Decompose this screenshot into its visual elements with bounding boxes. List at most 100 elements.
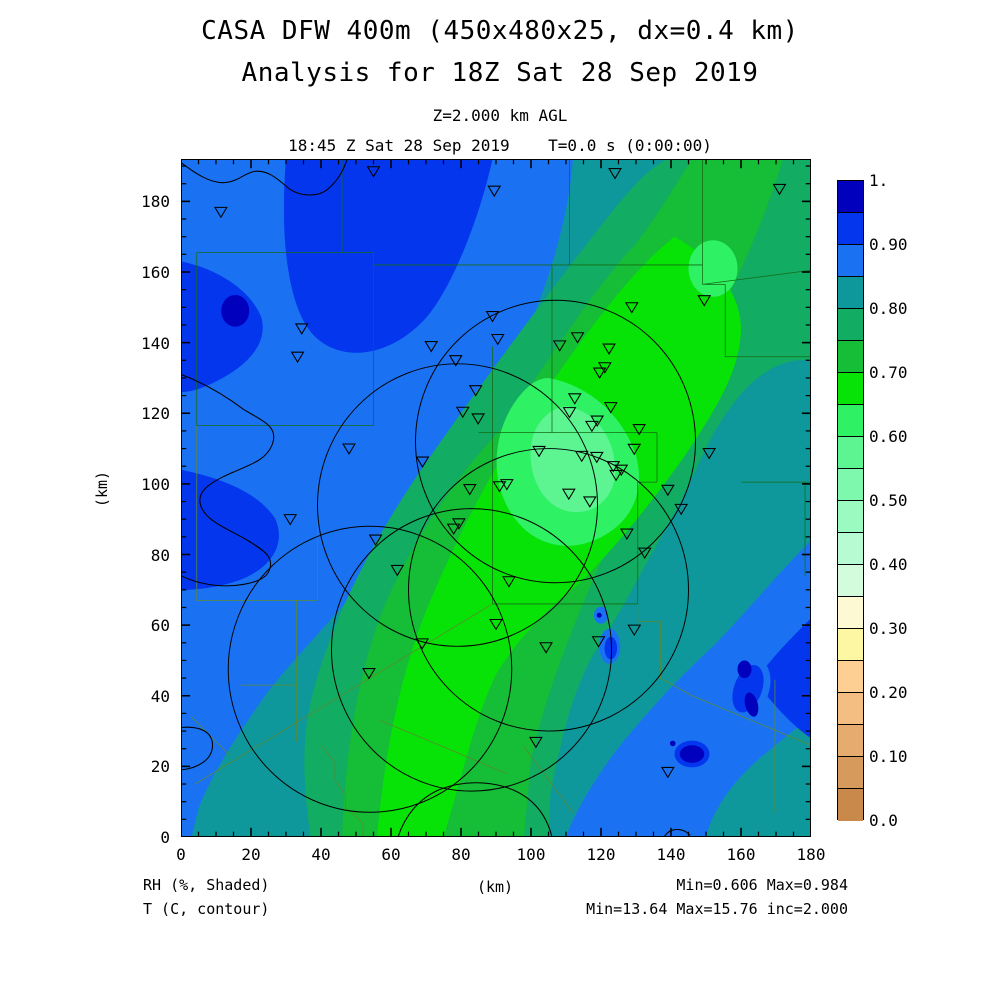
rh-fill-blob [744, 692, 759, 717]
x-tick-label: 120 [586, 845, 616, 864]
colorbar-tick-label: 0.80 [869, 299, 908, 318]
station-marker-icon [489, 618, 503, 631]
colorbar-cell [838, 309, 863, 341]
colorbar-cell [838, 661, 863, 693]
valid-time-label: 18:45 Z Sat 28 Sep 2019 T=0.0 s (0:00:00… [288, 136, 712, 155]
station-marker-icon [589, 451, 604, 464]
station-marker-icon [627, 624, 642, 637]
x-tick-label: 0 [176, 845, 186, 864]
colorbar-cell [838, 277, 863, 309]
colorbar-tick-label: 0.90 [869, 235, 908, 254]
x-tick-label: 60 [381, 845, 401, 864]
contour-field-label: T (C, contour) [143, 900, 270, 918]
page-title: CASA DFW 400m (450x480x25, dx=0.4 km) [201, 16, 799, 46]
station-marker-icon [620, 528, 634, 540]
station-marker-icon [697, 295, 712, 307]
x-tick-label: 100 [516, 845, 546, 864]
colorbar-cell [838, 597, 863, 629]
station-marker-icon [471, 413, 486, 425]
rh-fill-blob [604, 636, 618, 660]
colorbar-tick-label: 0.10 [869, 747, 908, 766]
station-marker-icon [562, 407, 577, 419]
radar-range-ring [317, 363, 598, 647]
radar-range-ring [415, 299, 696, 584]
station-marker-icon [415, 456, 430, 468]
y-tick-label: 60 [150, 616, 170, 636]
rh-fill-region [283, 159, 493, 353]
contour-stats-label: Min=13.64 Max=15.76 inc=2.000 [586, 900, 848, 918]
station-marker-icon [582, 496, 597, 508]
station-marker-icon [602, 343, 616, 355]
station-marker-icon [585, 420, 599, 433]
y-tick-label: 40 [150, 686, 170, 706]
station-marker-icon [660, 766, 675, 779]
y-tick-label: 120 [141, 404, 170, 424]
y-tick-label: 160 [141, 263, 170, 283]
x-tick-label: 160 [726, 845, 756, 864]
station-marker-icon [702, 448, 717, 460]
station-marker-icon [452, 518, 466, 530]
y-tick-label: 80 [150, 545, 170, 565]
x-tick-label: 20 [241, 845, 261, 864]
map-svg [181, 159, 811, 837]
colorbar-cell [838, 533, 863, 565]
rh-fill-region [181, 261, 263, 393]
station-marker-icon [366, 166, 381, 178]
station-marker-icon [468, 385, 483, 397]
shaded-stats-label: Min=0.606 Max=0.984 [676, 876, 848, 894]
y-tick-label: 140 [141, 333, 170, 353]
station-marker-icon [570, 332, 585, 344]
colorbar-cell [838, 341, 863, 373]
station-marker-icon [552, 340, 567, 352]
station-marker-icon [632, 424, 647, 436]
station-marker-icon [487, 185, 502, 198]
colorbar-cell [838, 213, 863, 245]
colorbar-cell [838, 725, 863, 757]
station-marker-icon [448, 355, 463, 367]
colorbar-tick-label: 0.70 [869, 363, 908, 382]
colorbar-cell [838, 501, 863, 533]
x-tick-label: 180 [796, 845, 826, 864]
temperature-contour [397, 782, 553, 837]
station-marker-icon [499, 479, 514, 491]
rh-fill-blob [669, 740, 676, 747]
colorbar-cell [838, 373, 863, 405]
station-marker-icon [368, 534, 383, 546]
station-marker-icon [294, 323, 309, 335]
colorbar-tick-label: 0.30 [869, 619, 908, 638]
station-marker-icon [590, 415, 605, 427]
colorbar-cell [838, 181, 863, 213]
colorbar-cell [838, 629, 863, 661]
rh-fill-blob [737, 660, 752, 679]
page-subtitle: Analysis for 18Z Sat 28 Sep 2019 [241, 58, 759, 88]
station-marker-icon [290, 351, 305, 364]
station-marker-icon [462, 484, 477, 496]
radar-range-ring [408, 448, 689, 732]
colorbar-tick-label: 1. [869, 171, 889, 190]
station-marker-icon [485, 311, 500, 323]
y-tick-label: 180 [141, 192, 170, 212]
colorbar-cell [838, 789, 863, 821]
colorbar-cell [838, 405, 863, 437]
station-marker-icon [660, 484, 675, 497]
colorbar-tick-label: 0.40 [869, 555, 908, 574]
rh-fill-region [181, 159, 573, 837]
station-marker-icon [424, 341, 439, 353]
colorbar-cell [838, 245, 863, 277]
station-marker-icon [574, 450, 589, 463]
temperature-contour [181, 726, 214, 771]
station-marker-icon [446, 523, 461, 536]
station-marker-icon [283, 514, 298, 526]
station-marker-icon [561, 488, 576, 501]
station-marker-icon [603, 402, 618, 414]
y-tick-label: 100 [141, 474, 170, 494]
colorbar-tick-label: 0.60 [869, 427, 908, 446]
station-marker-icon [390, 564, 405, 577]
level-label: Z=2.000 km AGL [432, 106, 568, 125]
station-marker-icon [624, 302, 639, 314]
station-marker-icon [674, 503, 689, 516]
station-marker-icon [614, 464, 629, 477]
station-marker-icon [455, 406, 470, 419]
station-marker-icon [492, 481, 507, 493]
